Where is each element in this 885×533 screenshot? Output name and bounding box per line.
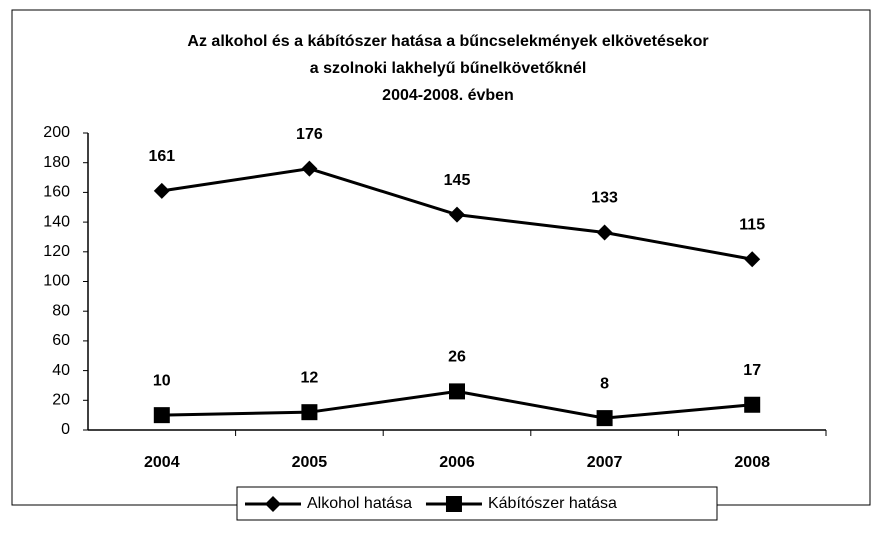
data-point <box>301 404 318 421</box>
y-tick-label: 100 <box>43 273 70 290</box>
data-point <box>449 383 465 400</box>
x-tick-label: 2006 <box>439 454 475 471</box>
data-label: 12 <box>301 369 319 386</box>
data-point <box>153 182 170 199</box>
x-tick-label: 2005 <box>292 454 328 471</box>
y-tick-label: 80 <box>52 302 70 319</box>
data-point <box>744 251 761 268</box>
data-label: 8 <box>600 375 609 392</box>
data-label: 176 <box>296 126 323 143</box>
data-point <box>596 410 613 427</box>
chart-title: a szolnoki lakhelyű bűnelkövetőknél <box>310 60 587 77</box>
chart-title: 2004-2008. évben <box>382 87 514 104</box>
y-tick-label: 200 <box>43 124 70 141</box>
y-tick-label: 160 <box>43 184 70 201</box>
data-point <box>744 396 761 413</box>
legend-label: Kábítószer hatása <box>488 495 617 512</box>
y-tick-label: 20 <box>52 392 70 409</box>
data-point <box>449 206 465 223</box>
data-label: 145 <box>444 172 471 189</box>
y-tick-label: 60 <box>52 332 70 349</box>
legend-marker <box>445 496 462 512</box>
y-tick-label: 180 <box>43 154 70 171</box>
x-tick-label: 2007 <box>587 454 623 471</box>
y-tick-label: 120 <box>43 243 70 260</box>
data-label: 10 <box>153 372 171 389</box>
chart-title: Az alkohol és a kábítószer hatása a bűnc… <box>187 33 708 50</box>
data-label: 115 <box>739 216 765 233</box>
x-tick-label: 2004 <box>144 454 180 471</box>
y-tick-label: 0 <box>61 421 70 438</box>
data-label: 17 <box>743 362 761 379</box>
x-tick-label: 2008 <box>734 454 770 471</box>
data-point <box>596 224 613 241</box>
legend-label: Alkohol hatása <box>307 495 412 512</box>
data-point <box>153 407 170 424</box>
y-tick-label: 40 <box>52 362 70 379</box>
data-label: 26 <box>448 349 466 366</box>
data-point <box>301 160 318 177</box>
y-tick-label: 140 <box>43 213 70 230</box>
data-label: 161 <box>148 148 175 165</box>
data-label: 133 <box>591 190 618 207</box>
legend-marker <box>265 496 281 512</box>
